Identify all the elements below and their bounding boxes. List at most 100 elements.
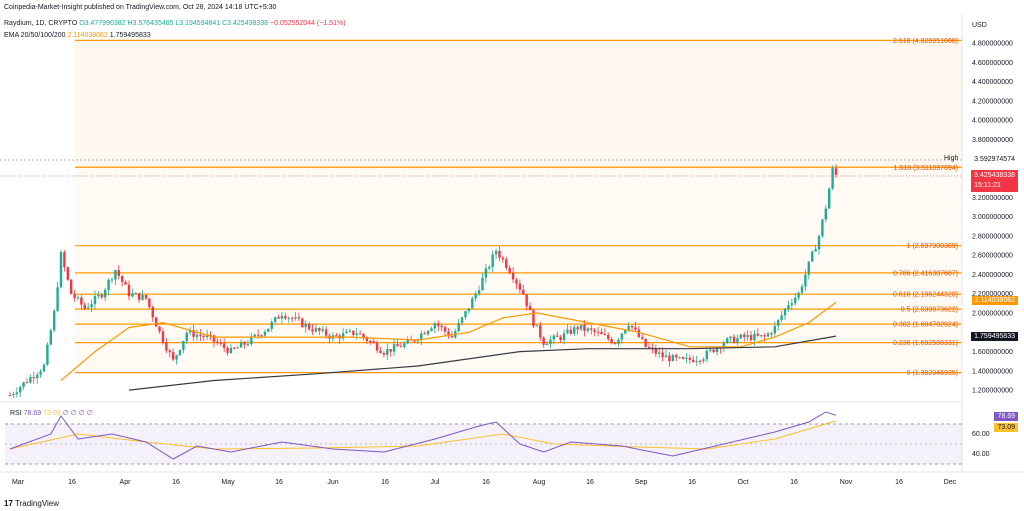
candle-body (246, 343, 250, 345)
candle-body (287, 317, 290, 319)
fib-label: 0.5 (2.039973622) (901, 307, 958, 314)
candle-body (620, 333, 624, 340)
candle-body (18, 386, 22, 393)
candle-body (103, 289, 107, 298)
candle-body (624, 329, 627, 334)
candle-body (590, 328, 593, 330)
candle-body (457, 322, 460, 332)
candle-body (369, 340, 372, 342)
candle-body (188, 329, 192, 333)
candle-body (488, 266, 491, 269)
candle-body (505, 259, 508, 268)
candle-body (437, 323, 440, 326)
rsi-label[interactable]: RSI (10, 410, 22, 417)
candle-body (372, 341, 375, 344)
candle-body (80, 297, 83, 305)
candle-body (124, 281, 127, 285)
candle-body (800, 286, 804, 293)
candle-body (403, 343, 406, 348)
time-tick: May (221, 479, 235, 486)
ema-slow-line (128, 335, 837, 391)
candle-body (423, 333, 426, 335)
candle-body (583, 324, 586, 331)
symbol-line: Raydium, 1D, CRYPTO O3.477990382 H3.5764… (4, 20, 346, 27)
fib-label: 0.786 (2.416307687) (893, 270, 958, 277)
candle-body (593, 329, 596, 332)
candle-body (66, 267, 69, 280)
candle-body (464, 311, 467, 318)
time-tick: 16 (275, 479, 283, 486)
open-value: O3.477990382 (79, 20, 126, 27)
candle-body (430, 328, 433, 331)
countdown-value: 15:11:21 (974, 182, 1001, 189)
candle-body (192, 329, 195, 337)
candle-body (29, 377, 32, 383)
time-tick: 16 (381, 479, 389, 486)
candle-body (76, 297, 80, 299)
candle-body (753, 333, 756, 341)
candle-body (205, 334, 209, 337)
brand-text: TradingView (14, 499, 60, 508)
candle-body (168, 350, 171, 353)
candle-body (250, 336, 253, 344)
time-tick: 16 (688, 479, 696, 486)
candle-body (433, 323, 437, 329)
candle-body (821, 219, 824, 237)
candle-body (8, 394, 12, 396)
time-tick: Jul (431, 479, 440, 486)
candle-body (695, 360, 698, 362)
candle-body (52, 310, 56, 331)
price-tick: 2.000000000 (972, 311, 1013, 318)
candle-body (267, 328, 270, 332)
price-tick: 2.400000000 (972, 272, 1013, 279)
candle-body (773, 325, 777, 334)
candle-body (273, 317, 277, 322)
candle-body (596, 331, 600, 333)
tradingview-logo-icon: 17 (4, 499, 13, 508)
candle-body (216, 341, 219, 343)
ema-slow-value: 1.759495833 (109, 32, 151, 39)
candle-body (522, 289, 525, 295)
candle-body (131, 293, 134, 297)
candle-body (301, 318, 304, 328)
candle-body (617, 339, 620, 344)
candle-body (182, 341, 185, 350)
symbol-name[interactable]: Raydium, 1D, CRYPTO (4, 20, 78, 27)
candle-body (562, 333, 566, 340)
rsi-tick-60: 60.00 (972, 431, 990, 438)
candle-body (641, 337, 644, 339)
candle-body (491, 254, 494, 267)
candle-body (501, 257, 505, 260)
candle-body (389, 349, 392, 352)
candle-body (348, 330, 352, 332)
candle-body (73, 294, 76, 299)
candle-body (32, 377, 35, 379)
rsi-line (9, 411, 837, 460)
price-tick: 3.800000000 (972, 137, 1013, 144)
candle-body (178, 349, 182, 356)
candle-body (396, 344, 399, 347)
candle-body (542, 337, 545, 345)
candle-body (613, 343, 617, 345)
candle-body (137, 293, 141, 300)
currency-label[interactable]: USD (972, 22, 987, 29)
candle-body (219, 342, 222, 344)
footer-brand[interactable]: 17 TradingView (4, 499, 59, 508)
candle-body (355, 333, 358, 335)
ema-fast-tag: 2.114038062 (971, 296, 1018, 305)
candle-body (780, 315, 783, 320)
last-price-value: 3.425438338 (974, 172, 1015, 179)
time-tick: Oct (738, 479, 749, 486)
candle-body (471, 298, 474, 309)
candle-body (148, 298, 151, 308)
candle-body (528, 306, 532, 311)
fib-zone-upper (75, 40, 962, 170)
low-value: L3.194594841 (175, 20, 221, 27)
candle-body (49, 330, 52, 345)
candle-body (549, 339, 552, 345)
ema-label[interactable]: EMA 20/50/100/200 (4, 32, 66, 39)
time-tick: 16 (172, 479, 180, 486)
rsi-ma-value: 73.09 (43, 410, 61, 417)
candle-body (586, 328, 590, 331)
